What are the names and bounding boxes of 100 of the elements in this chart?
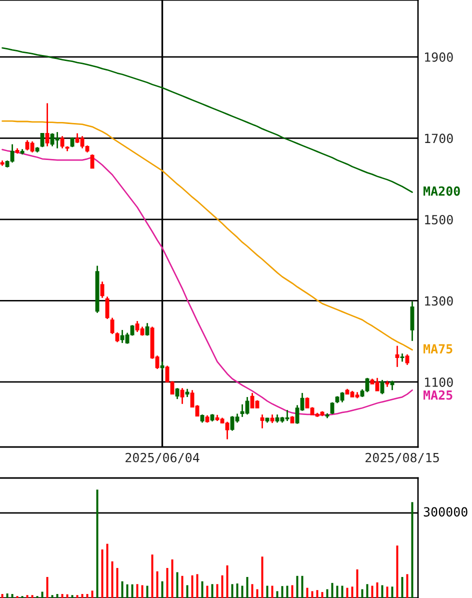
bar <box>226 565 228 598</box>
bar <box>191 575 194 598</box>
bar <box>346 588 348 598</box>
bar <box>336 586 338 598</box>
candlestick <box>175 387 180 400</box>
bar <box>11 594 14 598</box>
bar <box>286 586 288 598</box>
bar <box>171 559 174 598</box>
candlestick <box>380 379 384 395</box>
bar <box>216 584 218 598</box>
candlestick <box>115 332 120 343</box>
bar <box>386 586 388 598</box>
bar <box>206 586 208 598</box>
bar <box>106 544 108 598</box>
bar <box>316 590 318 598</box>
bar <box>201 581 204 598</box>
candlestick <box>260 414 264 429</box>
bar <box>41 592 44 598</box>
bar <box>86 594 88 598</box>
bar <box>401 576 404 598</box>
bar <box>196 574 198 598</box>
bar <box>341 586 344 598</box>
y-tick-label: 1900 <box>425 52 453 62</box>
bar <box>376 582 378 598</box>
line-series <box>2 47 413 193</box>
y-tick-label: 1700 <box>425 134 453 144</box>
bar <box>391 586 394 598</box>
bar <box>141 585 144 598</box>
bar <box>256 589 258 598</box>
candlestick <box>70 136 74 148</box>
candlestick <box>90 154 94 169</box>
candlestick <box>410 300 414 342</box>
bar <box>411 502 414 598</box>
bar <box>71 595 74 598</box>
candlestick <box>105 296 110 320</box>
bar <box>121 581 124 598</box>
candlestick <box>45 102 50 147</box>
series-label: MA25 <box>424 390 452 400</box>
bar <box>151 554 154 598</box>
bar <box>366 584 368 598</box>
series-label: MA75 <box>424 344 452 354</box>
bar <box>281 586 284 598</box>
bar <box>276 591 278 598</box>
bar <box>306 588 308 598</box>
bar <box>181 576 184 598</box>
bar <box>46 576 48 598</box>
bar <box>231 584 234 598</box>
bar <box>161 581 164 598</box>
x-tick-label: 2025/08/15 <box>366 452 439 464</box>
candlestick <box>180 387 184 405</box>
bar <box>31 595 34 598</box>
bar <box>331 582 334 598</box>
bar <box>101 549 104 598</box>
bar <box>291 585 294 598</box>
bar <box>371 586 374 598</box>
bar <box>166 568 168 598</box>
bar <box>211 584 214 598</box>
candlestick <box>145 322 150 336</box>
bar <box>131 584 134 598</box>
bar <box>326 589 328 598</box>
candlestick <box>60 135 64 150</box>
candlestick <box>110 317 114 335</box>
bar <box>296 576 298 598</box>
y-tick-label: 1100 <box>425 377 453 387</box>
bar <box>136 584 138 598</box>
x-tick-label: 2025/06/04 <box>126 452 200 464</box>
candlestick <box>100 280 104 299</box>
bar <box>156 571 158 598</box>
bar <box>361 589 364 598</box>
bar <box>26 595 28 598</box>
bar <box>321 592 324 598</box>
bar <box>91 590 94 598</box>
bar <box>351 586 354 598</box>
bar <box>116 568 118 598</box>
bar <box>236 583 238 598</box>
bar <box>76 595 78 598</box>
bar <box>246 576 248 598</box>
bar <box>406 574 408 598</box>
bar <box>311 591 314 598</box>
bar <box>111 561 114 598</box>
y-tick-label: 1300 <box>425 296 453 306</box>
candlestick <box>395 345 400 368</box>
bar <box>241 586 244 598</box>
line-series <box>2 120 413 351</box>
bar <box>221 575 224 598</box>
bar <box>66 594 68 598</box>
bar <box>356 569 358 598</box>
series-label: MA200 <box>424 186 460 196</box>
bar <box>261 556 264 598</box>
bar <box>381 585 384 598</box>
bar <box>81 594 84 598</box>
bar <box>251 584 254 598</box>
bar <box>56 594 58 598</box>
bar <box>266 586 268 598</box>
y-tick-label: 1500 <box>425 214 453 224</box>
candlestick <box>390 380 394 391</box>
candlestick <box>40 132 44 148</box>
bar <box>51 595 54 598</box>
bar <box>6 593 8 598</box>
bar <box>126 584 128 598</box>
